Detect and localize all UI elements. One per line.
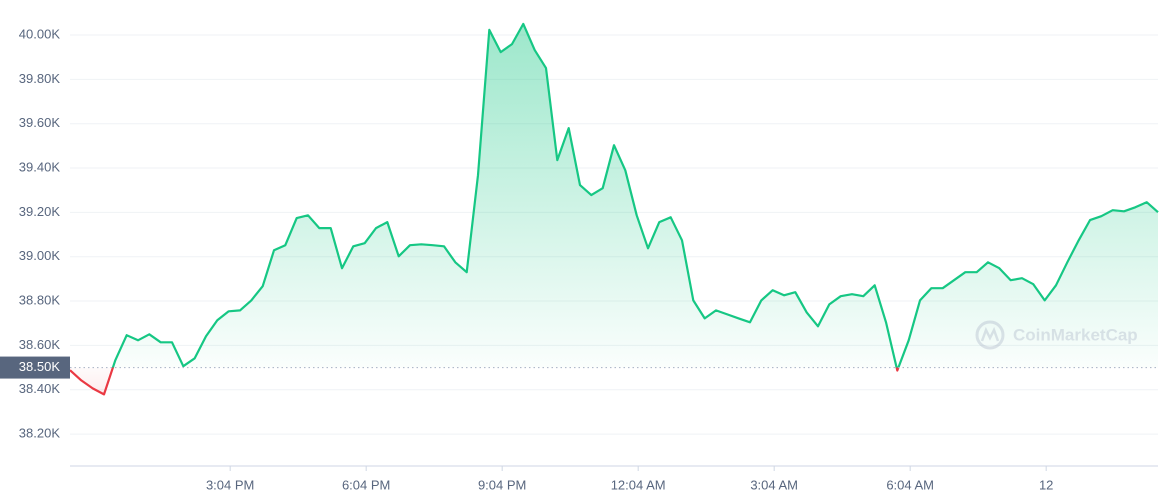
y-tick-label: 38.80K (19, 292, 61, 307)
y-tick-label: 39.60K (19, 115, 61, 130)
price-area (70, 23, 1158, 395)
y-tick-label: 39.00K (19, 248, 61, 263)
x-tick-label: 12:04 AM (611, 477, 666, 492)
y-tick-label: 38.40K (19, 381, 61, 396)
y-tick-label: 38.20K (19, 426, 61, 441)
y-tick-label: 39.80K (19, 71, 61, 86)
baseline-label: 38.50K (19, 359, 61, 374)
watermark-text: CoinMarketCap (1013, 325, 1138, 344)
x-tick-label: 3:04 PM (206, 477, 254, 492)
watermark: CoinMarketCap (975, 320, 1138, 350)
x-tick-label: 9:04 PM (478, 477, 526, 492)
y-tick-label: 40.00K (19, 26, 61, 41)
x-tick-label: 6:04 AM (886, 477, 934, 492)
y-tick-label: 39.40K (19, 159, 61, 174)
x-tick-label: 12 (1039, 477, 1053, 492)
x-tick-label: 6:04 PM (342, 477, 390, 492)
price-line (69, 22, 1159, 396)
y-tick-label: 38.60K (19, 337, 61, 352)
baseline-box (0, 356, 70, 379)
y-tick-label: 39.20K (19, 204, 61, 219)
x-tick-label: 3:04 AM (750, 477, 798, 492)
